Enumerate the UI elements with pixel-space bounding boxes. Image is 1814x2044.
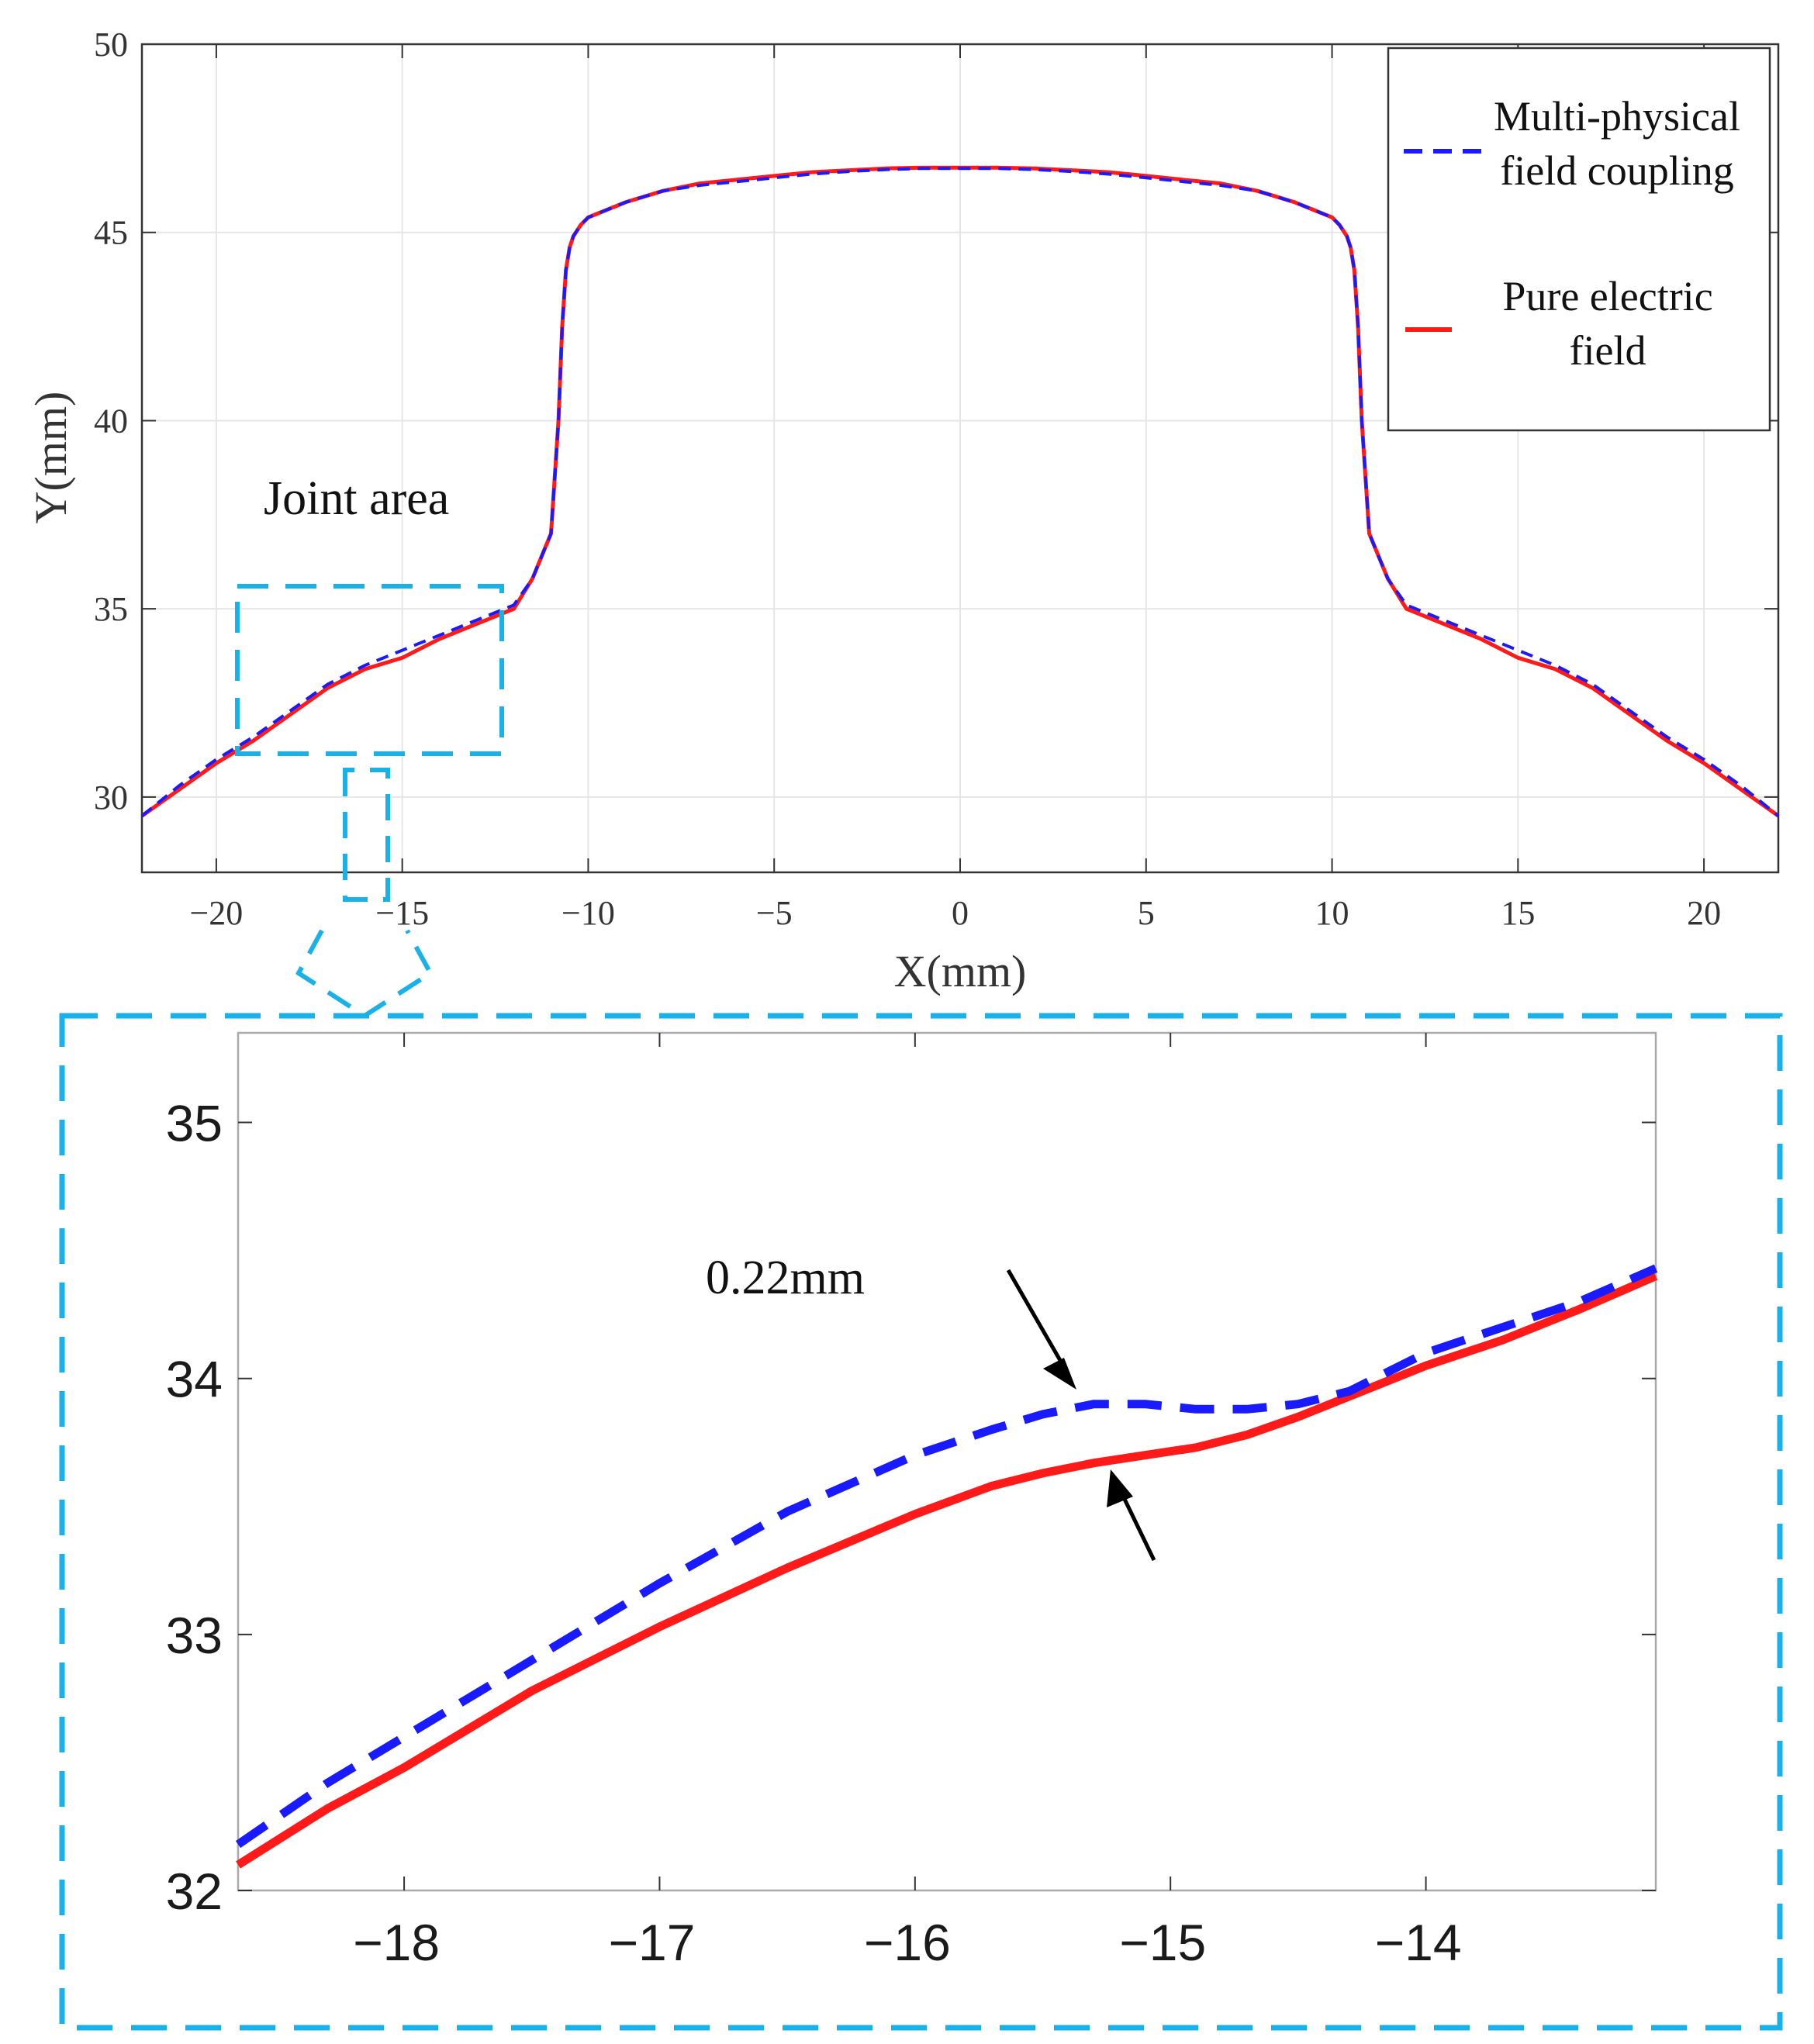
x-tick-label: 10	[1315, 894, 1349, 932]
zoom-chart: −18 −17 −16 −15 −14 32 33 34 35 0.22mm	[59, 1013, 1783, 2031]
zoom-x-tick-label: −18	[353, 1914, 440, 1971]
legend-label-pure-line2: field	[1570, 327, 1646, 374]
zoom-panel-border	[59, 1013, 1783, 2031]
zoom-series-line-multi-physical	[235, 1264, 1658, 1849]
zoom-x-tick-label: −17	[608, 1914, 695, 1971]
legend-label-pure-line1: Pure electric	[1502, 273, 1712, 319]
x-tick-label: −20	[189, 894, 243, 932]
y-tick-label: 45	[94, 214, 128, 252]
zoom-series	[235, 1264, 1658, 1869]
legend-label-multi-line2: field coupling	[1500, 147, 1733, 194]
x-tick-label: 5	[1138, 894, 1155, 932]
y-tick-label: 35	[94, 590, 128, 628]
zoom-x-tick-label: −15	[1119, 1914, 1206, 1971]
y-tick-label: 50	[94, 26, 128, 64]
zoom-y-tick-label: 35	[166, 1095, 223, 1152]
gap-arrow-bottom-shaft	[1119, 1491, 1156, 1562]
joint-area-label: Joint area	[264, 472, 449, 525]
gap-arrow-bottom-head	[1107, 1469, 1133, 1507]
x-tick-label: 0	[952, 894, 969, 932]
zoom-y-tick-label: 33	[166, 1607, 223, 1664]
zoom-x-tick-label: −16	[864, 1914, 951, 1971]
x-tick-label: −10	[561, 894, 615, 932]
x-tick-label: 20	[1687, 894, 1721, 932]
x-tick-label: −5	[756, 894, 793, 932]
y-tick-label: 30	[94, 779, 128, 817]
gap-label: 0.22mm	[706, 1252, 865, 1304]
joint-area-box	[235, 584, 504, 756]
zoom-series-line-pure-electric	[236, 1272, 1658, 1869]
gap-arrow-top-head	[1043, 1358, 1076, 1390]
y-axis-label: Y(mm)	[26, 392, 76, 524]
zoom-plot-frame	[237, 1031, 1657, 1892]
series-line-multi-physical	[140, 167, 1780, 817]
y-tick-label: 40	[94, 402, 128, 440]
gap-arrows	[1006, 1269, 1156, 1562]
legend-label-multi-line1: Multi-physical	[1494, 93, 1740, 140]
callout-arrow	[295, 768, 434, 1019]
gap-arrow-top-shaft	[1006, 1269, 1069, 1374]
zoom-x-tick-label: −14	[1375, 1914, 1462, 1971]
x-axis-label: X(mm)	[894, 946, 1027, 996]
callout-arrow-shaft	[343, 768, 390, 902]
zoom-y-tick-label: 34	[166, 1351, 223, 1408]
x-tick-label: 15	[1501, 894, 1535, 932]
legend: Multi-physical field coupling Pure elect…	[1387, 47, 1771, 432]
callout-arrow-head	[295, 929, 434, 1019]
zoom-y-tick-label: 32	[166, 1863, 223, 1920]
zoom-ticks: −18 −17 −16 −15 −14 32 33 34 35	[166, 1033, 1656, 1971]
legend-box	[1387, 47, 1771, 432]
